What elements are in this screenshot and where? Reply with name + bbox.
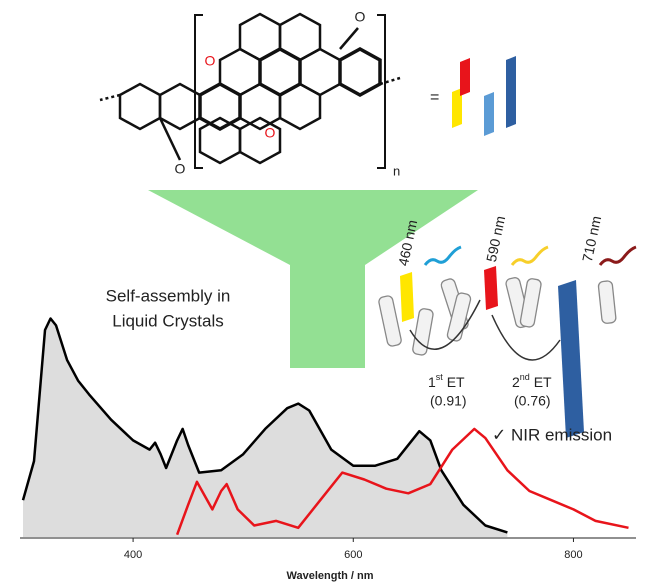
red-dye [484,266,498,310]
et-label: 2nd ET [512,372,552,389]
series-line [21,317,508,534]
annotation: Self-assembly in [106,286,231,305]
funnel [148,190,478,368]
transfer-arrows [409,299,561,361]
equals: = [430,89,439,106]
repeat-label: n [393,163,400,178]
et-label: 1st ET [428,372,465,389]
yellow-dye [400,272,414,322]
wavelength-label: 590 nm [483,214,508,263]
x-axis-label: Wavelength / nm [287,570,374,582]
x-tick-label: 400 [124,549,142,561]
chromophore-bars [452,56,516,136]
series-line [175,427,629,536]
annotation: Liquid Crystals [112,311,224,330]
wavelength-label: 710 nm [579,214,604,263]
et-efficiency: (0.76) [514,393,551,409]
x-tick-label: 600 [344,549,362,561]
atom-label: O [355,9,366,25]
atom-label: O [265,125,276,141]
emission-arrows [423,245,637,266]
atom-label: O [175,161,186,177]
area-shade [23,318,508,537]
x-tick-label: 800 [564,549,582,561]
molecule [99,12,401,169]
blue-dye [558,280,584,438]
atom-label: O [205,53,216,69]
annotation: ✓ NIR emission [492,425,612,444]
et-efficiency: (0.91) [430,393,467,409]
